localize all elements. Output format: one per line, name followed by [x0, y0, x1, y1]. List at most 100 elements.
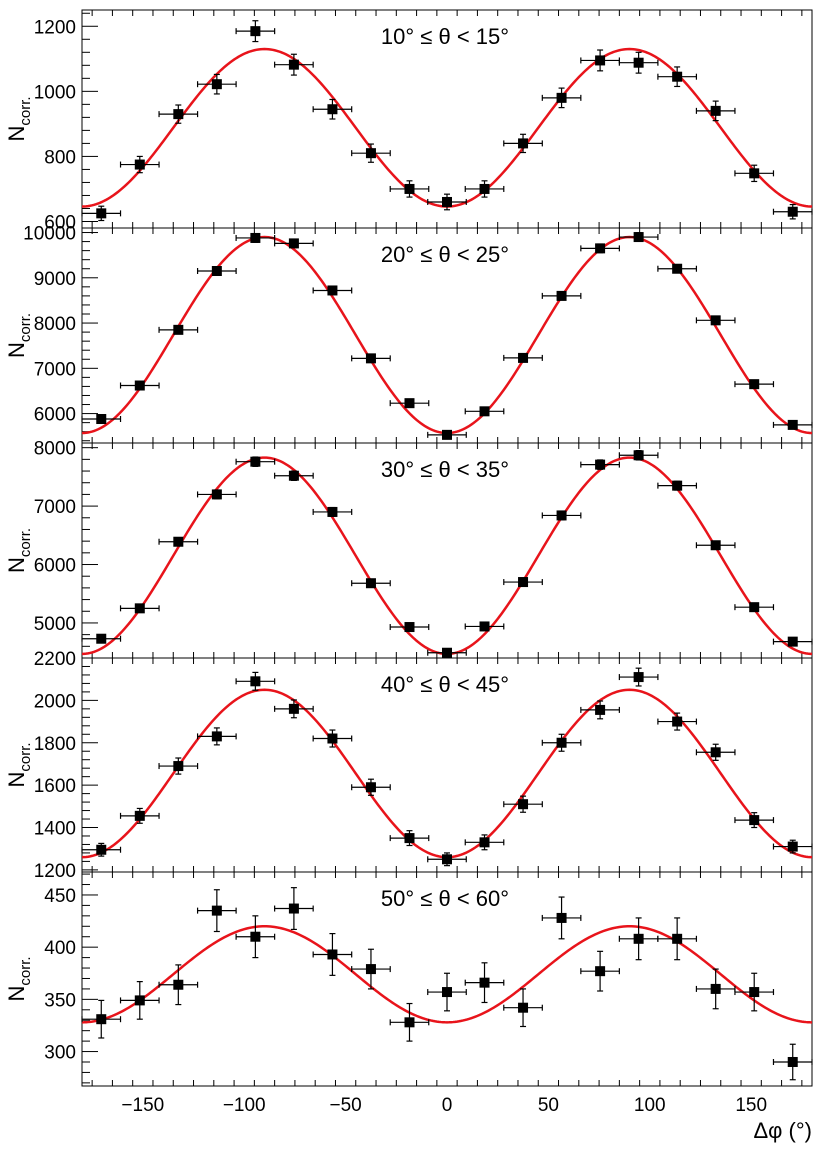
- data-marker: [211, 79, 222, 90]
- data-marker: [672, 71, 683, 82]
- data-point: [312, 932, 353, 976]
- data-marker: [250, 232, 261, 243]
- data-point: [657, 917, 698, 961]
- data-marker: [96, 414, 107, 425]
- data-point: [734, 812, 775, 829]
- data-point: [541, 733, 582, 752]
- data-marker: [211, 905, 222, 916]
- data-marker: [479, 621, 490, 632]
- y-axis-label: Ncorr.: [4, 742, 34, 787]
- data-marker: [211, 731, 222, 742]
- y-axis-label: Ncorr.: [4, 956, 34, 1001]
- data-point: [503, 577, 543, 588]
- data-point: [389, 398, 430, 409]
- data-point: [351, 353, 391, 364]
- y-tick-label: 8000: [34, 439, 76, 460]
- data-point: [618, 667, 659, 687]
- data-marker: [211, 489, 222, 500]
- data-point: [274, 699, 314, 719]
- y-tick-label: 2200: [34, 649, 76, 670]
- panel-5: 300 350 400 450 Ncorr. 50° ≤ θ < 60°: [4, 871, 813, 1087]
- y-tick-label: 1200: [34, 861, 76, 882]
- data-point: [503, 352, 543, 363]
- data-point: [772, 636, 813, 647]
- data-point: [119, 981, 160, 1020]
- data-marker: [518, 352, 529, 363]
- y-tick-label: 450: [44, 886, 76, 907]
- data-point: [734, 379, 775, 390]
- data-point: [464, 406, 505, 417]
- data-marker: [288, 238, 299, 249]
- data-marker: [749, 602, 760, 613]
- x-tick-label: 150: [735, 1095, 767, 1116]
- data-point: [235, 456, 276, 467]
- data-marker: [633, 232, 644, 243]
- data-marker: [479, 406, 490, 417]
- data-marker: [710, 983, 721, 994]
- data-point: [503, 988, 543, 1028]
- y-axis-label-main: N: [4, 557, 29, 573]
- y-tick-label: 5000: [34, 614, 76, 635]
- data-marker: [633, 450, 644, 461]
- data-point: [503, 133, 543, 154]
- data-point: [734, 972, 775, 1012]
- data-marker: [211, 266, 222, 276]
- data-point: [657, 712, 698, 731]
- data-marker: [327, 949, 338, 960]
- data-marker: [787, 636, 798, 647]
- panels-group: 600 800 1000 1200 Ncorr. 10° ≤ θ < 15° 6000 700…: [4, 9, 813, 1087]
- data-marker: [556, 737, 567, 748]
- data-point: [81, 842, 122, 857]
- y-tick-label: 600: [44, 212, 76, 233]
- data-point: [580, 700, 620, 720]
- y-tick-label: 6000: [34, 405, 76, 426]
- data-point: [618, 51, 659, 74]
- data-point: [695, 100, 736, 122]
- data-point: [541, 510, 582, 521]
- data-marker: [479, 837, 490, 848]
- data-point: [351, 778, 391, 796]
- data-point: [351, 578, 391, 589]
- data-marker: [633, 57, 644, 68]
- y-tick-label: 8000: [34, 314, 76, 335]
- y-tick-label: 9000: [34, 269, 76, 290]
- data-point: [734, 602, 775, 613]
- data-marker: [749, 815, 760, 826]
- data-point: [81, 633, 122, 644]
- panel-3: 5000 6000 7000 8000 Ncorr. 30° ≤ θ < 35°: [4, 439, 813, 659]
- data-marker: [556, 290, 567, 301]
- y-axis-label-sub: corr.: [17, 96, 34, 125]
- data-marker: [518, 1002, 529, 1013]
- data-marker: [633, 933, 644, 944]
- data-marker: [404, 183, 415, 194]
- y-tick-label: 1400: [34, 819, 76, 840]
- data-marker: [442, 429, 452, 440]
- panel-2: 6000 7000 8000 9000 10000 Ncorr. 20° ≤ θ < 25°: [4, 224, 813, 444]
- data-marker: [556, 92, 567, 103]
- data-marker: [173, 109, 184, 120]
- data-point: [274, 238, 314, 249]
- data-point: [389, 830, 430, 847]
- data-point: [618, 449, 659, 461]
- data-point: [541, 290, 582, 301]
- data-marker: [134, 810, 145, 821]
- x-axis: −150 −100 −50 0 50 100 150: [121, 1095, 767, 1116]
- data-point: [119, 380, 160, 391]
- data-point: [196, 489, 237, 500]
- y-tick-label: 1800: [34, 734, 76, 755]
- data-marker: [404, 1017, 415, 1028]
- data-marker: [442, 854, 452, 865]
- y-tick-label: 6000: [34, 556, 76, 577]
- data-point: [158, 104, 199, 124]
- data-point: [196, 727, 237, 746]
- data-marker: [327, 285, 338, 296]
- data-point: [158, 324, 199, 335]
- x-tick-label: −100: [223, 1095, 266, 1116]
- fit-curve: [82, 688, 812, 859]
- x-tick-label: 100: [634, 1095, 666, 1116]
- data-marker: [710, 105, 721, 116]
- data-marker: [787, 841, 798, 852]
- data-marker: [749, 379, 760, 390]
- data-marker: [404, 398, 415, 409]
- data-point: [427, 193, 467, 211]
